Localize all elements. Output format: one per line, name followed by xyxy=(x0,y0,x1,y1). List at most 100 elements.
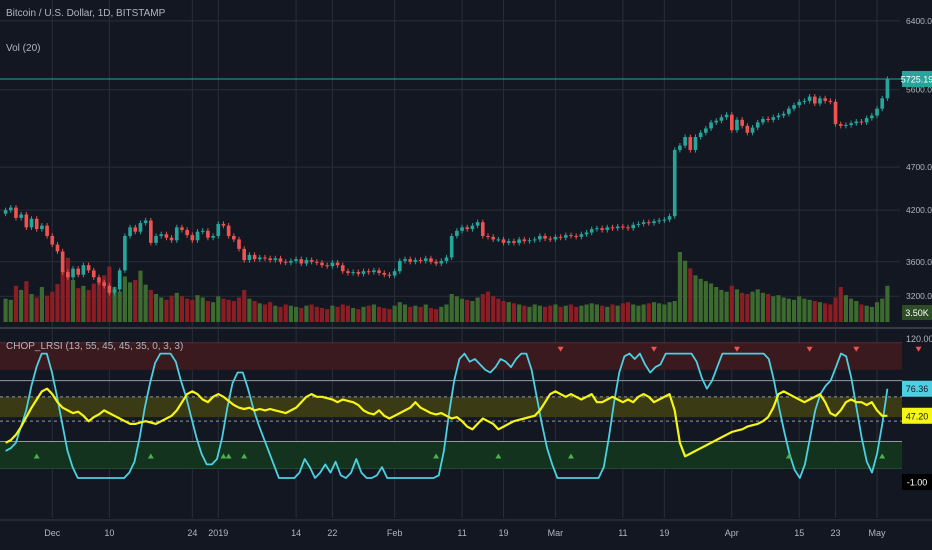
time-tick-label: Feb xyxy=(387,528,403,538)
volume-bar xyxy=(164,299,169,322)
time-tick-label: May xyxy=(869,528,887,538)
candle-body xyxy=(149,220,153,243)
volume-bar xyxy=(786,298,791,322)
volume-bar xyxy=(625,302,631,322)
price-axis[interactable]: 6400.00 5600.00 4700.00 4200.00 3600.00 3200.… xyxy=(906,16,932,301)
price-tick-label: 3200.00 xyxy=(906,291,932,301)
volume-bar xyxy=(745,294,750,322)
volume-bar xyxy=(65,257,70,322)
candle-body xyxy=(745,125,750,133)
volume-bar xyxy=(387,309,392,322)
volume-bar xyxy=(50,291,55,322)
volume-bar xyxy=(96,281,102,322)
candle-body xyxy=(24,214,29,228)
symbol-title[interactable]: Bitcoin / U.S. Dollar, 1D, BITSTAMP xyxy=(6,8,166,19)
volume-bar xyxy=(698,278,703,322)
candle-body xyxy=(833,101,838,125)
time-tick-label: 11 xyxy=(457,528,466,538)
volume-bar xyxy=(885,285,890,322)
candle-body xyxy=(372,270,376,273)
candle-body xyxy=(346,271,350,273)
candle-body xyxy=(818,98,822,104)
candle-body xyxy=(273,258,278,261)
candle-body xyxy=(257,257,262,260)
candle-body xyxy=(55,244,60,252)
volume-bar xyxy=(781,297,786,322)
candle-body xyxy=(211,235,215,238)
time-axis[interactable]: Dec 10 24 2019 14 22 Feb 11 19 Mar 11 19 Apr 15 23 May xyxy=(44,528,886,538)
candle-body xyxy=(309,260,314,262)
volume-badge: 3.50K xyxy=(902,305,932,320)
time-tick-label: 2019 xyxy=(208,528,228,538)
price-tick-label: 4700.00 xyxy=(906,162,932,172)
volume-bar xyxy=(849,298,854,322)
candle-body xyxy=(636,223,641,225)
candle-body xyxy=(356,272,361,274)
candle-body xyxy=(154,235,158,243)
candle-body xyxy=(455,230,459,236)
volume-bar xyxy=(859,304,864,322)
volume-bar xyxy=(268,302,273,322)
indicator-markers xyxy=(33,346,922,459)
volume-bar xyxy=(724,291,729,322)
candle-body xyxy=(50,235,55,245)
volume-bar xyxy=(563,305,568,322)
volume-bar xyxy=(527,306,532,322)
volume-bar xyxy=(185,298,190,322)
buy-marker xyxy=(220,453,227,459)
volume-bar xyxy=(257,303,262,322)
candle-body xyxy=(875,108,879,116)
candle-body xyxy=(221,223,226,226)
candle-body xyxy=(299,259,304,264)
volume-bar xyxy=(558,306,563,322)
candle-body xyxy=(662,219,667,221)
volume-bar xyxy=(797,296,802,322)
volume-bar xyxy=(641,304,646,322)
indicator-series[interactable] xyxy=(5,352,889,479)
volume-bar xyxy=(91,283,96,322)
volume-bar xyxy=(771,296,776,322)
time-tick-label: 24 xyxy=(187,528,197,538)
volume-bar xyxy=(734,289,740,322)
candle-body xyxy=(698,132,703,138)
candle-body xyxy=(102,282,106,286)
candle-body xyxy=(641,222,646,224)
volume-bar xyxy=(340,304,345,322)
volume-bar xyxy=(86,289,91,322)
volume-title[interactable]: Vol (20) xyxy=(6,43,40,54)
sell-marker xyxy=(733,346,740,352)
candle-body xyxy=(3,210,8,214)
volume-bar xyxy=(491,296,496,322)
volume-bars xyxy=(3,252,890,322)
volume-bar xyxy=(81,285,86,322)
indicator-title[interactable]: CHOP_LRSI (13, 55, 45, 45, 35, 0, 3, 3) xyxy=(6,341,183,352)
candle-body xyxy=(672,149,677,217)
volume-bar xyxy=(361,306,366,322)
candlestick-series[interactable] xyxy=(3,76,890,296)
candle-body xyxy=(755,122,760,128)
volume-bar xyxy=(708,283,714,322)
buy-marker xyxy=(495,453,502,459)
time-tick-label: Mar xyxy=(548,528,564,538)
candle-body xyxy=(237,239,241,249)
volume-bar xyxy=(34,297,39,322)
candle-body xyxy=(802,100,807,102)
candle-body xyxy=(631,224,636,229)
candle-body xyxy=(543,235,547,239)
volume-bar xyxy=(506,302,511,322)
volume-bar xyxy=(122,276,127,322)
volume-bar xyxy=(714,287,719,322)
candle-body xyxy=(563,235,568,238)
candle-body xyxy=(71,268,75,278)
candle-body xyxy=(854,121,859,124)
volume-bar xyxy=(854,301,859,322)
volume-bar xyxy=(812,301,817,322)
candle-body xyxy=(688,137,693,150)
candle-body xyxy=(117,270,122,290)
candle-body xyxy=(66,272,70,278)
volume-bar xyxy=(423,304,428,322)
volume-bar xyxy=(651,302,657,322)
volume-bar xyxy=(677,252,682,322)
sell-marker xyxy=(853,346,860,352)
volume-bar xyxy=(522,305,527,322)
